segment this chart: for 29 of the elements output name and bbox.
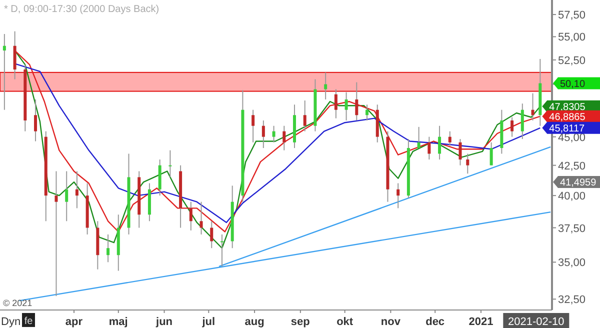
x-tick-label: dec <box>426 316 445 328</box>
y-tick-label: 57,50 <box>558 10 586 22</box>
x-tick-label: 2021 <box>468 316 494 328</box>
y-tick-label: 37,50 <box>558 222 586 235</box>
data-label: 47,8305 <box>549 102 586 113</box>
y-tick-label: 35,00 <box>558 257 586 270</box>
y-tick-label: 42,50 <box>558 160 586 172</box>
y-tick-label: 55,00 <box>558 32 586 44</box>
chart-title: * D, 09:00-17:30 (2000 Days Back) <box>4 4 160 15</box>
text: 50,10 <box>560 78 586 90</box>
x-tick-label: maj <box>108 316 128 328</box>
x-tick-label: aug <box>244 316 264 328</box>
text: 41,4959 <box>560 178 597 188</box>
x-tick-label: nov <box>380 316 402 328</box>
data-label: 46,8865 <box>549 112 586 123</box>
x-tick-label: sep <box>290 316 310 328</box>
x-tick-label: apr <box>65 316 84 328</box>
data-label: 45,8117 <box>549 123 586 134</box>
y-tick-label: 32,50 <box>558 294 586 306</box>
x-tick-label: okt <box>336 316 354 328</box>
x-tick-label: jul <box>201 316 216 328</box>
y-tick-label: 45,00 <box>558 132 586 144</box>
function-icon: fe <box>22 313 35 327</box>
text: 2021-02-10 <box>508 316 564 328</box>
x-tick-label: jun <box>155 316 173 328</box>
annotation: © 2021 <box>3 298 32 308</box>
y-tick-label: 52,50 <box>558 54 586 67</box>
text: Dyn <box>1 316 21 328</box>
y-tick-label: 40,00 <box>558 190 586 203</box>
